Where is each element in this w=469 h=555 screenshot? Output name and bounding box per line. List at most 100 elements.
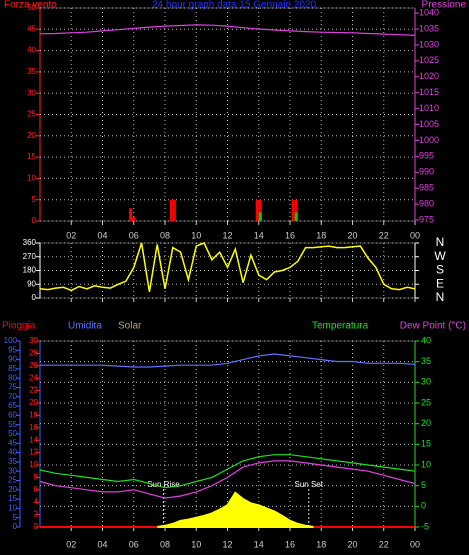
y-tick-label: 90: [27, 279, 36, 288]
y-tick-label: 55: [8, 420, 17, 429]
y3-tick-label: 4: [34, 497, 39, 506]
y2-tick-label: 15: [421, 439, 431, 449]
y-tick-label: 0: [13, 522, 18, 531]
y2-tick-label: N: [436, 290, 445, 304]
y2-tick-label: 25: [421, 397, 431, 407]
y2-tick-label: 1035: [419, 23, 439, 33]
y-tick-label: 85: [8, 364, 17, 373]
y2-tick-label: -5: [421, 521, 429, 531]
y2-tick-label: 1010: [419, 103, 439, 113]
y2-tick-label: 30: [421, 377, 431, 387]
legend-label: Temperatura: [312, 321, 369, 332]
y2-tick-label: 1020: [419, 71, 439, 81]
y2-tick-label: S: [436, 263, 444, 277]
y-tick-label: 50: [27, 3, 36, 12]
y-tick-label: 40: [27, 46, 36, 55]
right-axis-title: Pressione: [422, 0, 467, 11]
x-tick-label: 18: [316, 230, 326, 240]
legend-label: Umidita: [68, 321, 102, 332]
y-tick-label: 50: [8, 429, 17, 438]
y-tick-label: 45: [8, 438, 17, 447]
y3-tick-label: 24: [29, 373, 38, 382]
y2-tick-label: W: [434, 249, 446, 263]
bar: [258, 199, 262, 221]
y-tick-label: 20: [8, 485, 17, 494]
y3-tick-label: 30: [29, 336, 38, 345]
y3-tick-label: 26: [29, 361, 38, 370]
y2-tick-label: 1005: [419, 119, 439, 129]
y-tick-label: 20: [27, 131, 36, 140]
y-tick-label: 15: [27, 152, 36, 161]
y2-tick-label: 40: [421, 335, 431, 345]
bar: [129, 208, 133, 221]
y2-tick-label: 35: [421, 356, 431, 366]
y-tick-label: 5: [13, 513, 18, 522]
y-tick-label: 35: [27, 67, 36, 76]
y3-tick-label: 14: [29, 435, 38, 444]
x-tick-label: 02: [66, 230, 76, 240]
x-tick-label: 00: [410, 539, 420, 549]
x-tick-label: 14: [254, 230, 264, 240]
bar: [294, 212, 298, 221]
y-tick-label: 35: [8, 457, 17, 466]
y2-tick-label: 975: [419, 214, 434, 224]
y2-tick-label: 980: [419, 199, 434, 209]
line: [39, 460, 416, 499]
x-tick-label: 22: [379, 539, 389, 549]
y2-tick-label: 990: [419, 167, 434, 177]
x-tick-label: 10: [191, 230, 201, 240]
y2-tick-label: 5: [421, 480, 426, 490]
x-tick-label: 00: [410, 230, 420, 240]
line: [39, 242, 416, 293]
y2-tick-label: E: [436, 276, 444, 290]
x-tick-label: 06: [129, 230, 139, 240]
left-axis-title: Forza vento: [4, 0, 57, 11]
y-tick-label: 40: [8, 448, 17, 457]
x-tick-label: 20: [347, 539, 357, 549]
bar: [291, 199, 295, 221]
y-tick-label: 70: [8, 392, 17, 401]
y2-tick-label: 1025: [419, 55, 439, 65]
y-tick-label: 60: [8, 411, 17, 420]
y2-tick-label: 10: [421, 459, 431, 469]
y-tick-label: 360: [23, 238, 37, 247]
x-tick-label: 16: [285, 539, 295, 549]
y-tick-label: 65: [8, 401, 17, 410]
bar: [255, 199, 259, 221]
legend-label: Dew Point (°C): [400, 321, 466, 332]
legend-label: Pioggia: [2, 321, 36, 332]
y3-tick-label: 2: [34, 510, 39, 519]
y3-tick-label: 20: [29, 398, 38, 407]
y2-tick-label: 995: [419, 151, 434, 161]
y2-tick-label: 1030: [419, 39, 439, 49]
y3-tick-label: 12: [29, 448, 38, 457]
annotation: Sun Rise: [147, 480, 180, 489]
y-tick-label: 25: [27, 110, 36, 119]
y-tick-label: 45: [27, 24, 36, 33]
y2-tick-label: 1000: [419, 135, 439, 145]
y3-tick-label: 6: [34, 485, 39, 494]
x-tick-label: 08: [160, 539, 170, 549]
y-tick-label: 15: [8, 494, 17, 503]
y-tick-label: 10: [27, 174, 36, 183]
y3-tick-label: 22: [29, 386, 38, 395]
bar: [294, 199, 298, 221]
x-tick-label: 18: [316, 539, 326, 549]
y-tick-label: 180: [23, 266, 37, 275]
y-tick-label: 0: [32, 293, 37, 302]
y-tick-label: 75: [8, 383, 17, 392]
y-tick-label: 0: [32, 216, 37, 225]
y-tick-label: 30: [8, 466, 17, 475]
y-tick-label: 80: [8, 373, 17, 382]
y2-tick-label: 0: [421, 501, 426, 511]
x-tick-label: 22: [379, 230, 389, 240]
y-tick-label: 100: [4, 336, 18, 345]
y3-tick-label: 10: [29, 460, 38, 469]
y3-tick-label: 18: [29, 411, 38, 420]
y2-tick-label: N: [436, 235, 445, 249]
x-tick-label: 12: [222, 230, 232, 240]
legend-label: Solar: [118, 321, 142, 332]
bar: [132, 216, 136, 221]
